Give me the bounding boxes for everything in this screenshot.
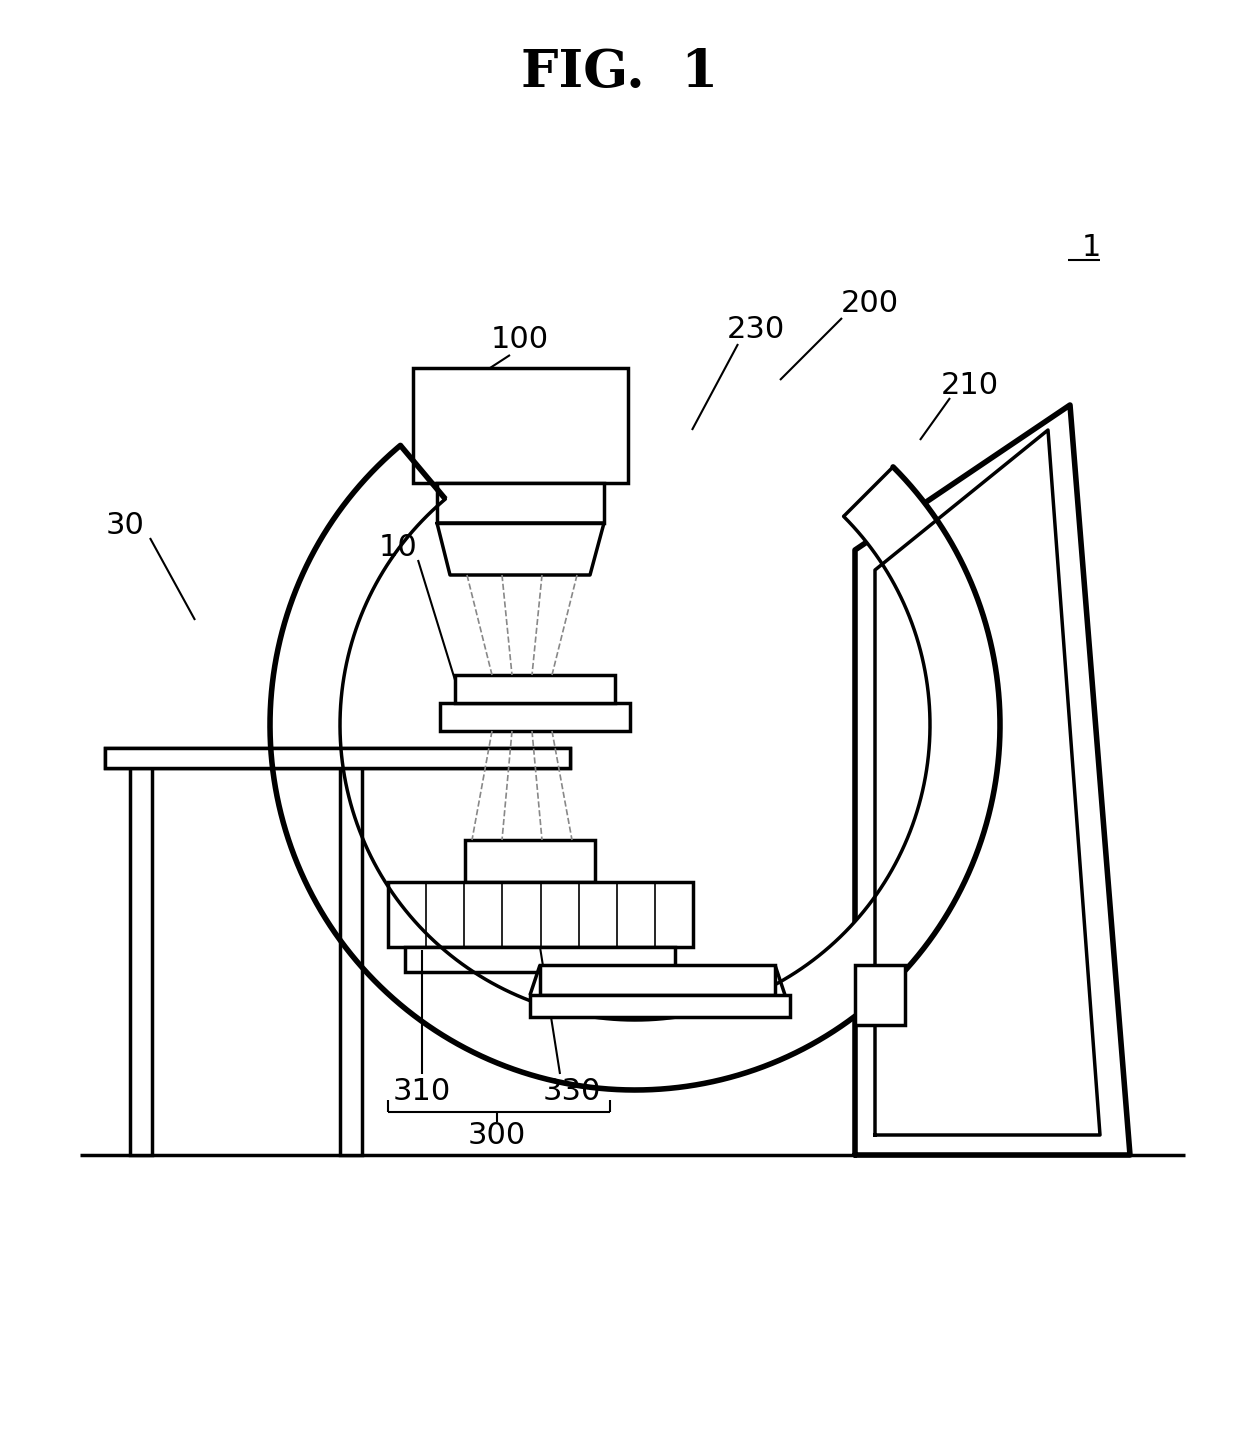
Bar	[388, 882, 693, 947]
Bar	[529, 995, 790, 1016]
Bar	[465, 840, 595, 882]
Text: 100: 100	[491, 326, 549, 355]
Polygon shape	[436, 523, 604, 575]
Text: 300: 300	[467, 1121, 526, 1150]
Bar	[539, 964, 775, 995]
Text: 230: 230	[727, 316, 785, 345]
Bar	[130, 767, 153, 1156]
Bar	[405, 947, 675, 972]
Text: 1: 1	[1083, 233, 1101, 262]
Bar	[413, 368, 627, 484]
Text: 330: 330	[543, 1077, 601, 1106]
Bar	[340, 767, 362, 1156]
Bar	[455, 675, 615, 702]
Text: 310: 310	[393, 1077, 451, 1106]
Text: 210: 210	[941, 371, 999, 400]
Polygon shape	[270, 446, 999, 1090]
Bar	[436, 484, 604, 523]
Text: 30: 30	[105, 511, 144, 540]
Bar	[440, 702, 630, 731]
Bar	[856, 964, 905, 1025]
Text: 200: 200	[841, 288, 899, 317]
Text: 10: 10	[378, 533, 418, 562]
Bar	[105, 749, 570, 767]
Polygon shape	[856, 405, 1130, 1156]
Bar	[105, 749, 570, 767]
Text: FIG.  1: FIG. 1	[522, 46, 718, 97]
